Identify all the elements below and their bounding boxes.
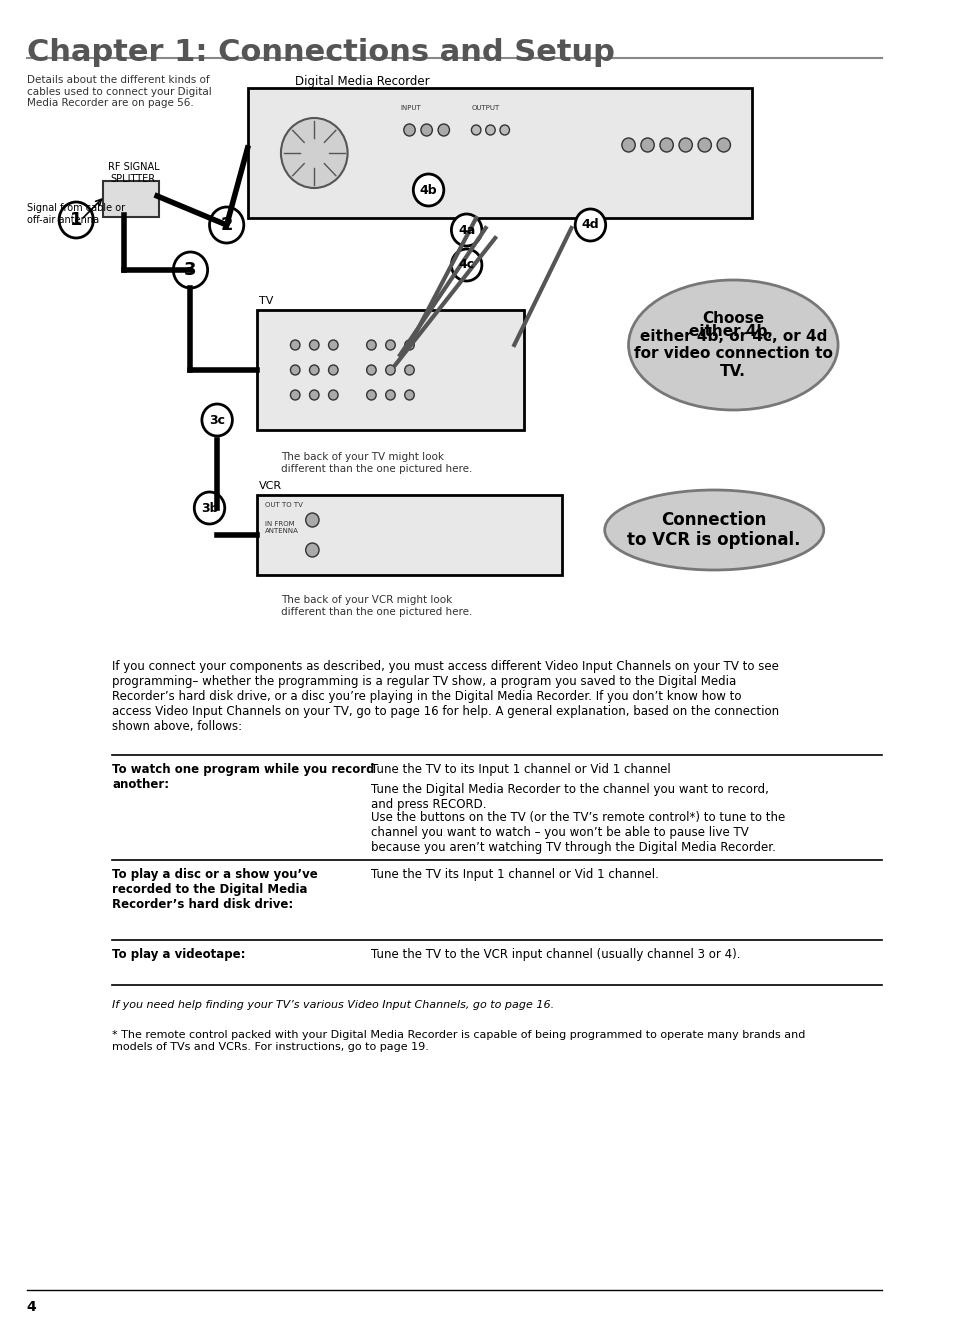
Text: The back of your VCR might look
different than the one pictured here.: The back of your VCR might look differen… [280,595,472,616]
Circle shape [202,404,233,436]
Circle shape [328,341,337,350]
Text: Details about the different kinds of
cables used to connect your Digital
Media R: Details about the different kinds of cab… [27,76,212,109]
Text: Signal from cable or
off-air antenna: Signal from cable or off-air antenna [27,203,125,225]
Circle shape [305,513,318,527]
Text: Chapter 1: Connections and Setup: Chapter 1: Connections and Setup [27,38,614,68]
Circle shape [366,390,375,400]
Text: OUTPUT: OUTPUT [471,105,499,111]
Text: RF SIGNAL
SPLITTER: RF SIGNAL SPLITTER [108,162,159,184]
Text: TV: TV [259,295,274,306]
FancyBboxPatch shape [257,496,561,575]
Circle shape [621,138,635,152]
Circle shape [385,341,395,350]
Circle shape [309,364,318,375]
Circle shape [413,174,443,205]
Circle shape [679,138,692,152]
Text: Tune the Digital Media Recorder to the channel you want to record,
and press REC: Tune the Digital Media Recorder to the c… [371,783,768,811]
Circle shape [385,390,395,400]
Circle shape [59,201,93,238]
Circle shape [328,390,337,400]
Text: 4c: 4c [458,258,475,272]
Circle shape [290,364,299,375]
Circle shape [640,138,654,152]
Circle shape [366,364,375,375]
Circle shape [309,390,318,400]
Text: 3: 3 [184,261,196,280]
Circle shape [471,125,480,135]
Circle shape [385,364,395,375]
Text: Tune the TV to the VCR input channel (usually channel 3 or 4).: Tune the TV to the VCR input channel (us… [371,947,740,961]
Text: The back of your TV might look
different than the one pictured here.: The back of your TV might look different… [280,452,472,473]
Text: 3c: 3c [209,413,225,427]
Ellipse shape [604,490,822,570]
Circle shape [210,207,244,242]
Text: To watch one program while you record
another:: To watch one program while you record an… [112,763,375,791]
Circle shape [366,341,375,350]
Circle shape [290,390,299,400]
Text: To play a disc or a show you’ve
recorded to the Digital Media
Recorder’s hard di: To play a disc or a show you’ve recorded… [112,868,317,912]
Text: 4b: 4b [419,183,436,196]
Circle shape [451,215,481,246]
Text: OUT TO TV: OUT TO TV [265,502,302,507]
Text: Use the buttons on the TV (or the TV’s remote control*) to tune to the
channel y: Use the buttons on the TV (or the TV’s r… [371,811,785,855]
Text: 1: 1 [70,211,82,229]
Circle shape [280,118,347,188]
Text: 4a: 4a [457,224,475,236]
Text: 4: 4 [27,1300,36,1314]
Circle shape [309,341,318,350]
FancyBboxPatch shape [257,310,523,431]
Text: 3b: 3b [200,501,218,514]
Circle shape [420,125,432,136]
Circle shape [451,249,481,281]
Circle shape [575,209,605,241]
Circle shape [305,543,318,556]
Circle shape [403,125,415,136]
Text: VCR: VCR [259,481,282,492]
Text: If you connect your components as described, you must access different Video Inp: If you connect your components as descri… [112,660,779,733]
Text: If you need help finding your TV’s various Video Input Channels, go to page 16.: If you need help finding your TV’s vario… [112,1000,554,1010]
Circle shape [328,364,337,375]
Circle shape [717,138,730,152]
Text: * The remote control packed with your Digital Media Recorder is capable of being: * The remote control packed with your Di… [112,1030,805,1052]
Circle shape [404,364,414,375]
FancyBboxPatch shape [103,182,159,217]
Circle shape [173,252,208,288]
Text: Connection
to VCR is optional.: Connection to VCR is optional. [627,510,801,550]
Text: 4d: 4d [581,219,598,232]
Circle shape [659,138,673,152]
Ellipse shape [628,280,837,409]
Circle shape [404,390,414,400]
Text: Tune the TV its Input 1 channel or Vid 1 channel.: Tune the TV its Input 1 channel or Vid 1… [371,868,659,881]
Text: INPUT: INPUT [399,105,420,111]
Circle shape [290,341,299,350]
Circle shape [698,138,711,152]
Text: To play a videotape:: To play a videotape: [112,947,246,961]
Text: Tune the TV to its Input 1 channel or Vid 1 channel: Tune the TV to its Input 1 channel or Vi… [371,763,671,776]
Circle shape [437,125,449,136]
Circle shape [404,341,414,350]
Text: Choose
either 4b, or 4c, or 4d
for video connection to
TV.: Choose either 4b, or 4c, or 4d for video… [633,311,832,379]
Circle shape [485,125,495,135]
Circle shape [194,492,225,523]
FancyBboxPatch shape [248,87,752,219]
Circle shape [499,125,509,135]
Text: either 4b,: either 4b, [688,325,777,339]
Text: 2: 2 [220,216,233,235]
Text: IN FROM
ANTENNA: IN FROM ANTENNA [265,521,298,534]
Text: Digital Media Recorder: Digital Media Recorder [294,76,430,87]
